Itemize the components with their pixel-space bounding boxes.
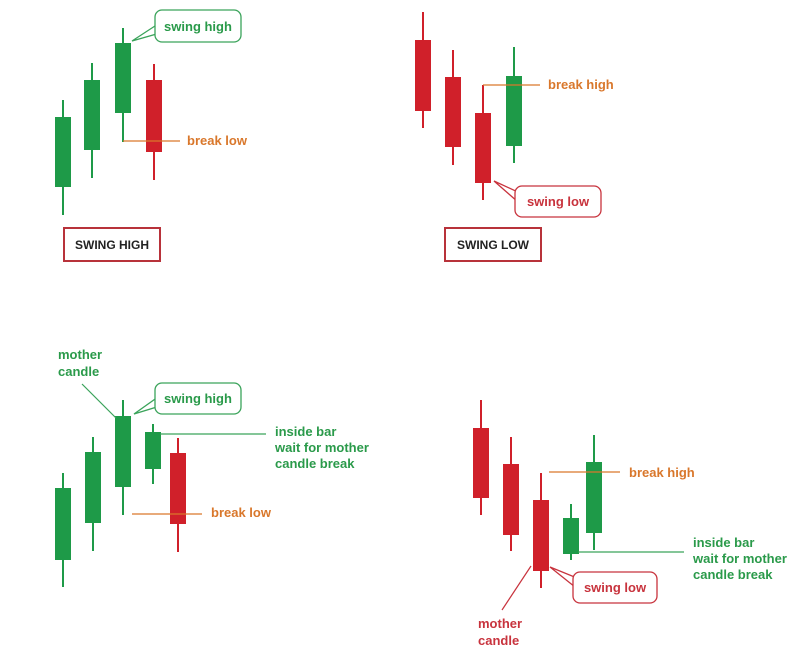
swing-high-title-box (63, 227, 161, 262)
inside-bar-label-line3: candle break (275, 456, 355, 471)
swing-low-callout-box (572, 571, 658, 604)
swing-low-callout-label: swing low (584, 580, 647, 595)
candle-bull-3-swing-high (115, 28, 131, 142)
swing-high-title: SWING HIGH (75, 238, 149, 252)
inside-bar-label-line1: inside bar (693, 535, 754, 550)
swing-low-title: SWING LOW (457, 238, 530, 252)
candle-bear-1 (146, 64, 162, 180)
mother-candle-pointer (501, 565, 532, 611)
candle-bear-3-swing-low (475, 85, 491, 200)
break-low-label: break low (211, 505, 272, 520)
break-high-label: break high (548, 77, 614, 92)
candle-bear-2 (503, 437, 519, 551)
candle-bull-1 (55, 473, 71, 587)
mother-candle-pointer (81, 383, 117, 419)
candle-bear-2 (445, 50, 461, 165)
inside-bar-swing-high-panel: mother candle swing high inside bar wait… (55, 347, 369, 587)
swing-low-panel: break high swing low SWING LOW (415, 12, 614, 262)
swing-high-callout-label: swing high (164, 19, 232, 34)
break-low-label: break low (187, 133, 248, 148)
swing-high-callout-label: swing high (164, 391, 232, 406)
candle-bull-inside-bar (563, 504, 579, 560)
swing-low-title-box (444, 227, 542, 262)
inside-bar-swing-low-panel: break high inside bar wait for mother ca… (473, 400, 787, 648)
candle-bull-mother (115, 400, 131, 515)
candle-bull-1 (586, 435, 602, 550)
mother-candle-label-line2: candle (58, 364, 99, 379)
break-high-label: break high (629, 465, 695, 480)
candle-bull-2 (84, 63, 100, 178)
inside-bar-label-line3: candle break (693, 567, 773, 582)
inside-bar-label-line2: wait for mother (692, 551, 787, 566)
swing-high-panel: break low swing high SWING HIGH (55, 9, 248, 262)
candle-bear-1 (473, 400, 489, 515)
mother-candle-label-line2: candle (478, 633, 519, 648)
inside-bar-label-line2: wait for mother (274, 440, 369, 455)
inside-bar-label-line1: inside bar (275, 424, 336, 439)
swing-high-callout-box (154, 382, 242, 415)
candle-bear-1 (415, 12, 431, 128)
mother-candle-label-line1: mother (478, 616, 522, 631)
swing-low-callout-label: swing low (527, 194, 590, 209)
candle-bull-inside-bar (145, 424, 161, 484)
candle-bull-1 (506, 47, 522, 163)
candle-bull-2 (85, 437, 101, 551)
mother-candle-label-line1: mother (58, 347, 102, 362)
swing-low-callout-box (514, 185, 602, 218)
swing-high-callout-box (154, 9, 242, 43)
candle-bear-1 (170, 438, 186, 552)
candle-bear-mother (533, 473, 549, 588)
candle-bull-1 (55, 100, 71, 215)
